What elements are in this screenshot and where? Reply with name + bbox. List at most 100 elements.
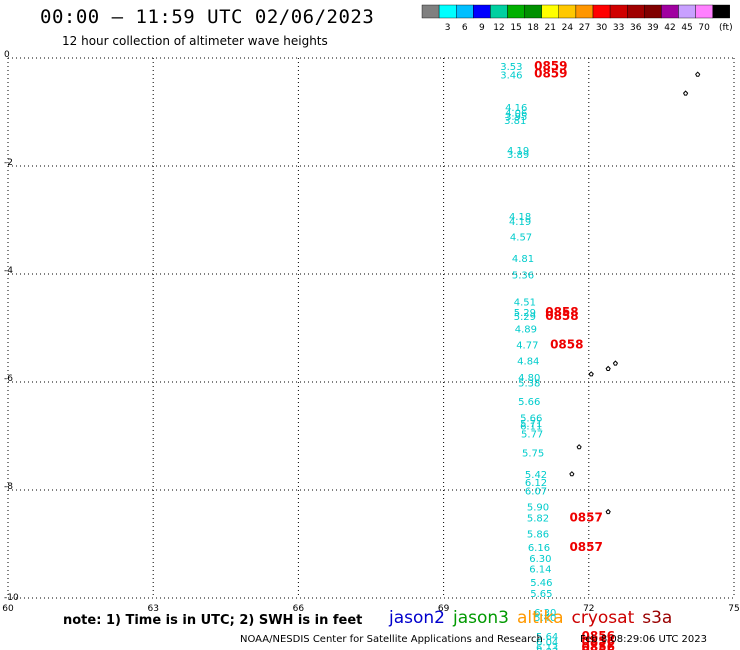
wave-height-label: 6.30 [534, 608, 556, 619]
legend-label: 15 [510, 23, 521, 33]
wave-height-label: 6.14 [529, 565, 551, 576]
pass-time-label: 0856 [582, 629, 615, 643]
pass-time-labels: 0859085908580858085808570857085608560856… [534, 59, 615, 650]
legend-swatch [661, 4, 679, 19]
chart-subtitle: 12 hour collection of altimeter wave hei… [62, 34, 328, 48]
pass-time-label: 0858 [550, 338, 583, 352]
land-fragment [682, 90, 689, 96]
satellite-altika: altika [517, 608, 564, 628]
legend-swatch [524, 4, 542, 19]
wave-height-label: 4.80 [518, 373, 540, 384]
wave-height-label: 5.90 [527, 503, 549, 514]
legend-label: 33 [613, 23, 624, 33]
land-fragment [576, 444, 582, 450]
y-tick-label: -8 [4, 482, 13, 492]
legend-label: 70 [698, 23, 710, 33]
legend-swatch [695, 4, 713, 19]
wave-height-label: 5.46 [530, 578, 552, 589]
legend-swatch [438, 4, 457, 19]
pass-time-label: 0859 [534, 59, 567, 73]
legend-swatch [541, 4, 560, 19]
wave-height-label: 3.53 [500, 62, 522, 73]
land-fragment [605, 365, 611, 371]
legend-swatch [456, 4, 474, 19]
x-tick-label: 60 [2, 604, 14, 614]
wave-height-label: 5.29 [514, 308, 536, 319]
wave-height-label: 5.77 [521, 430, 543, 441]
wave-height-label: 5.64 [536, 632, 558, 643]
legend-label: 3 [445, 23, 451, 33]
pass-time-label: 0859 [534, 66, 567, 80]
wave-height-label: 5.40 [534, 613, 556, 624]
legend-unit: (ft) [719, 23, 733, 33]
legend-swatch [473, 4, 491, 19]
legend-label: 36 [630, 23, 642, 33]
pass-time-label: 0858 [545, 309, 578, 323]
wave-height-label: 3.81 [504, 116, 526, 127]
wave-height-label: 5.86 [527, 530, 549, 541]
pass-time-label: 0858 [545, 305, 578, 319]
legend-swatch [627, 4, 645, 19]
legend-label: 42 [664, 23, 675, 33]
wave-height-label: 3.46 [500, 71, 522, 82]
pass-time-label: 0857 [569, 510, 602, 524]
legend-swatch [592, 4, 611, 19]
wave-height-label: 4.77 [516, 341, 538, 352]
satellite-legend: jason2 jason3 altika cryosat s3a [389, 608, 680, 628]
wave-height-label: 6.30 [529, 554, 551, 565]
legend-label: 18 [527, 23, 539, 33]
legend-label: 21 [545, 23, 556, 33]
y-tick-label: -10 [4, 593, 19, 603]
wave-height-label: 5.42 [525, 470, 547, 481]
wave-height-label: 4.84 [517, 357, 539, 368]
land-fragment [569, 471, 575, 477]
wave-height-label: 5.82 [527, 513, 549, 524]
x-tick-label: 75 [728, 604, 739, 614]
legend-label: 39 [647, 23, 659, 33]
wave-height-label: 4.19 [507, 146, 529, 157]
wave-height-label: 3.89 [507, 150, 529, 161]
y-tick-label: -4 [4, 266, 13, 276]
legend-swatch [712, 4, 731, 19]
x-tick-label: 72 [583, 604, 594, 614]
wave-height-label: 5.71 [520, 419, 542, 430]
legend-label: 27 [579, 23, 590, 33]
footer-generated: Feb 8 08:29:06 UTC 2023 [580, 634, 707, 645]
color-scale-legend: 3 6 9 12 15 18 21 24 27 30 33 36 39 42 45 70 (ft) [421, 4, 733, 33]
wave-height-label: 6.13 [536, 643, 558, 650]
land-fragment [695, 71, 701, 77]
satellite-s3a: s3a [642, 608, 673, 628]
legend-swatch [609, 4, 628, 19]
pass-time-label: 0856 [582, 640, 615, 650]
wave-height-labels: 3.533.464.164.063.953.814.193.894.184.19… [500, 62, 558, 650]
wave-height-label: 5.65 [530, 589, 552, 600]
chart-title: 00:00 — 11:59 UTC 02/06/2023 [40, 6, 375, 28]
wave-height-label: 5.66 [520, 413, 542, 424]
legend-swatch [421, 4, 440, 19]
x-tick-label: 69 [438, 604, 450, 614]
wave-height-label: 4.06 [505, 108, 527, 119]
wave-height-label: 4.57 [510, 233, 532, 244]
pass-time-label: 0856 [582, 644, 615, 650]
land-fragment [612, 360, 619, 366]
pass-time-label: 0857 [569, 540, 602, 554]
wave-height-label: 5.82 [536, 647, 558, 650]
wave-height-label: 4.18 [509, 212, 531, 223]
land-fragments [569, 71, 701, 515]
pass-time-label: 0856 [582, 635, 615, 649]
chart-grid [7, 57, 735, 599]
wave-height-label: 4.81 [512, 254, 534, 265]
axis-ticks: 60 63 66 69 72 75 0 -2 -4 -6 -8 -10 [2, 50, 739, 614]
legend-label: 30 [596, 23, 608, 33]
y-tick-label: -6 [4, 374, 13, 384]
wave-height-label: 6.07 [525, 486, 547, 497]
legend-label: 6 [462, 23, 468, 33]
wave-height-label: 4.16 [505, 103, 527, 114]
legend-label: 9 [479, 23, 485, 33]
wave-height-label: 5.66 [518, 397, 540, 408]
footer-credit: NOAA/NESDIS Center for Satellite Applica… [240, 634, 543, 645]
y-tick-label: -2 [4, 158, 13, 168]
y-tick-label: 0 [4, 50, 10, 60]
wave-height-label: 4.51 [514, 297, 536, 308]
